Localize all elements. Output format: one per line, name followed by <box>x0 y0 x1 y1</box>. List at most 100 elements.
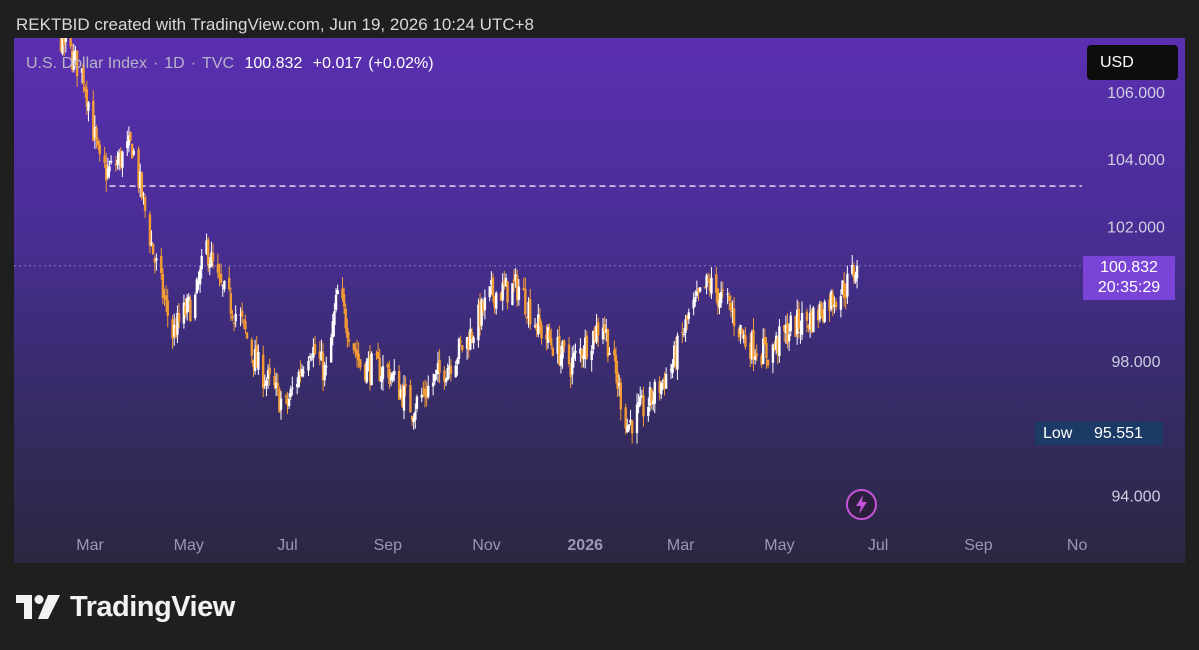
candle-body <box>242 319 245 321</box>
y-tick-label: 106.000 <box>1107 85 1165 102</box>
candle-body <box>92 100 95 141</box>
candle-body <box>818 303 822 320</box>
candle-body <box>389 377 393 380</box>
candle-body <box>95 127 98 140</box>
candle-body <box>718 299 721 308</box>
candle-body <box>278 388 281 413</box>
candle-body <box>773 346 776 348</box>
candle-body <box>810 310 813 332</box>
candle-body <box>139 171 142 189</box>
candle-body <box>533 325 537 328</box>
lightning-bolt-icon[interactable] <box>846 489 877 520</box>
legend-separator: · <box>152 55 159 72</box>
candle-body <box>852 266 856 279</box>
symbol-legend[interactable]: U.S. Dollar Index · 1D · TVC 100.832 +0.017 (… <box>26 55 440 73</box>
candle-body <box>491 277 495 297</box>
candle-body <box>402 385 406 411</box>
candle-body <box>753 356 757 360</box>
candle-body <box>697 288 700 293</box>
candle-body <box>629 419 632 423</box>
candle-body <box>365 360 368 383</box>
candle-body <box>344 308 347 329</box>
candle-body <box>616 372 619 389</box>
candle-body <box>182 302 186 324</box>
candle-body <box>674 346 678 368</box>
candle-body <box>414 411 417 420</box>
candle-body <box>797 308 801 329</box>
candle-body <box>710 277 713 294</box>
candle-body <box>299 370 302 375</box>
candle-body <box>399 389 402 398</box>
candle-body <box>231 315 234 319</box>
tradingview-brand[interactable]: TradingView <box>16 588 235 626</box>
chart-panel[interactable]: 94.00096.00098.000100.000102.000104.0001… <box>14 38 1185 563</box>
candle-body <box>571 357 574 375</box>
candle-body <box>842 282 846 298</box>
candle-body <box>388 368 391 384</box>
source-label: TVC <box>202 55 235 72</box>
candle-body <box>529 299 532 325</box>
candle-body <box>661 380 665 382</box>
candle-body <box>812 307 815 333</box>
candle-body <box>618 382 621 387</box>
candle-body <box>427 385 430 397</box>
candle-body <box>321 352 325 381</box>
candle-body <box>524 288 527 315</box>
candle-body <box>593 327 597 341</box>
candle-body <box>284 395 288 398</box>
candle-body <box>501 282 504 301</box>
candle-body <box>108 166 111 172</box>
candle-body <box>155 258 158 261</box>
candle-body <box>117 152 121 164</box>
candle-body <box>252 359 255 368</box>
x-tick-label: Mar <box>76 537 104 554</box>
candle-body <box>648 387 652 406</box>
candle-body <box>386 364 389 368</box>
candle-body <box>537 314 540 335</box>
candle-body <box>831 293 834 307</box>
candle-body <box>409 385 412 413</box>
candle-body <box>160 255 163 274</box>
candle-body <box>550 338 553 346</box>
candle-body <box>567 344 571 365</box>
candle-body <box>197 281 200 284</box>
candle-body <box>273 376 276 386</box>
candle-body <box>331 321 334 338</box>
candle-body <box>558 336 561 365</box>
candle-body <box>716 288 720 306</box>
candle-body <box>438 359 441 373</box>
candle-body <box>234 313 237 322</box>
candle-body <box>546 327 550 343</box>
tradingview-logo-icon <box>16 595 60 619</box>
price-chart[interactable]: 94.00096.00098.000100.000102.000104.0001… <box>14 38 1185 563</box>
candle-body <box>244 320 247 330</box>
candle-body <box>347 339 351 342</box>
candle-body <box>823 301 826 322</box>
candle-body <box>69 38 72 47</box>
candle-body <box>62 38 66 46</box>
candle-body <box>582 355 585 360</box>
candle-body <box>639 396 642 405</box>
currency-button[interactable]: USD <box>1087 45 1178 80</box>
candle-body <box>312 347 315 359</box>
candle-body <box>263 384 267 386</box>
candle-body <box>354 348 357 352</box>
candle-body <box>469 329 472 350</box>
candle-body <box>320 351 323 361</box>
candle-body <box>130 143 134 159</box>
candle-body <box>423 388 427 397</box>
candle-body <box>221 285 224 287</box>
candle-body <box>851 265 854 274</box>
brand-name: TradingView <box>70 590 235 623</box>
candle-body <box>506 281 509 303</box>
candle-body <box>412 417 415 422</box>
candle-body <box>352 343 356 350</box>
x-tick-label: No <box>1067 537 1088 554</box>
candle-body <box>606 329 610 357</box>
candle-body <box>750 331 754 360</box>
interval-label: 1D <box>164 55 185 72</box>
candle-body <box>739 324 742 334</box>
candle-body <box>295 383 299 387</box>
candle-body <box>137 149 140 188</box>
x-tick-label: Jul <box>277 537 297 554</box>
